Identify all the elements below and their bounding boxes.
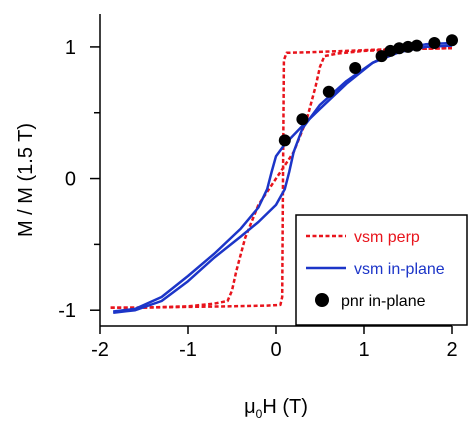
x-tick-label-0: -2 [91, 339, 109, 361]
data-point-pnr-in-plane-6 [393, 42, 406, 55]
data-point-pnr-in-plane-4 [375, 50, 388, 63]
x-axis-title-mu: μ [244, 396, 256, 418]
y-axis-title: M / M (1.5 T) [15, 123, 37, 237]
legend-label-vsm-perp: vsm perp [354, 229, 420, 246]
plot-area [110, 34, 458, 315]
data-point-pnr-in-plane-8 [410, 39, 423, 52]
data-point-pnr-in-plane-7 [402, 40, 414, 53]
x-tick-label-4: 2 [446, 339, 457, 361]
series-vsm-in-plane-branch-1 [113, 41, 453, 313]
legend-label-vsm-in-plane: vsm in-plane [354, 261, 445, 278]
y-tick-label-0: -1 [58, 300, 76, 322]
data-point-pnr-in-plane-9 [428, 37, 441, 49]
x-axis-title-rest: H (T) [262, 396, 308, 418]
y-tick-label-1: 0 [65, 169, 76, 191]
x-axis-title: μ0H (T) [244, 396, 308, 421]
x-tick-label-3: 1 [358, 339, 369, 361]
legend-marker-pnr-in-plane [315, 293, 329, 307]
legend-label-pnr-in-plane: pnr in-plane [341, 293, 426, 310]
data-point-pnr-in-plane-2 [322, 85, 335, 98]
legend: vsm perp vsm in-plane pnr in-plane [295, 214, 468, 326]
axes: -2 -1 0 1 2 -1 0 1 [58, 14, 458, 361]
data-point-pnr-in-plane-10 [446, 34, 458, 47]
series-vsm-perp-branch-0 [110, 46, 453, 309]
legend-box [295, 214, 468, 326]
data-point-pnr-in-plane-0 [278, 134, 291, 147]
y-tick-label-2: 1 [65, 37, 76, 59]
series-vsm-perp-branch-1 [110, 46, 453, 309]
x-axis-title-subscript: 0 [256, 407, 263, 421]
x-tick-label-2: 0 [270, 339, 281, 361]
data-point-pnr-in-plane-3 [349, 62, 362, 74]
data-point-pnr-in-plane-1 [296, 113, 309, 126]
x-tick-label-1: -1 [179, 339, 197, 361]
